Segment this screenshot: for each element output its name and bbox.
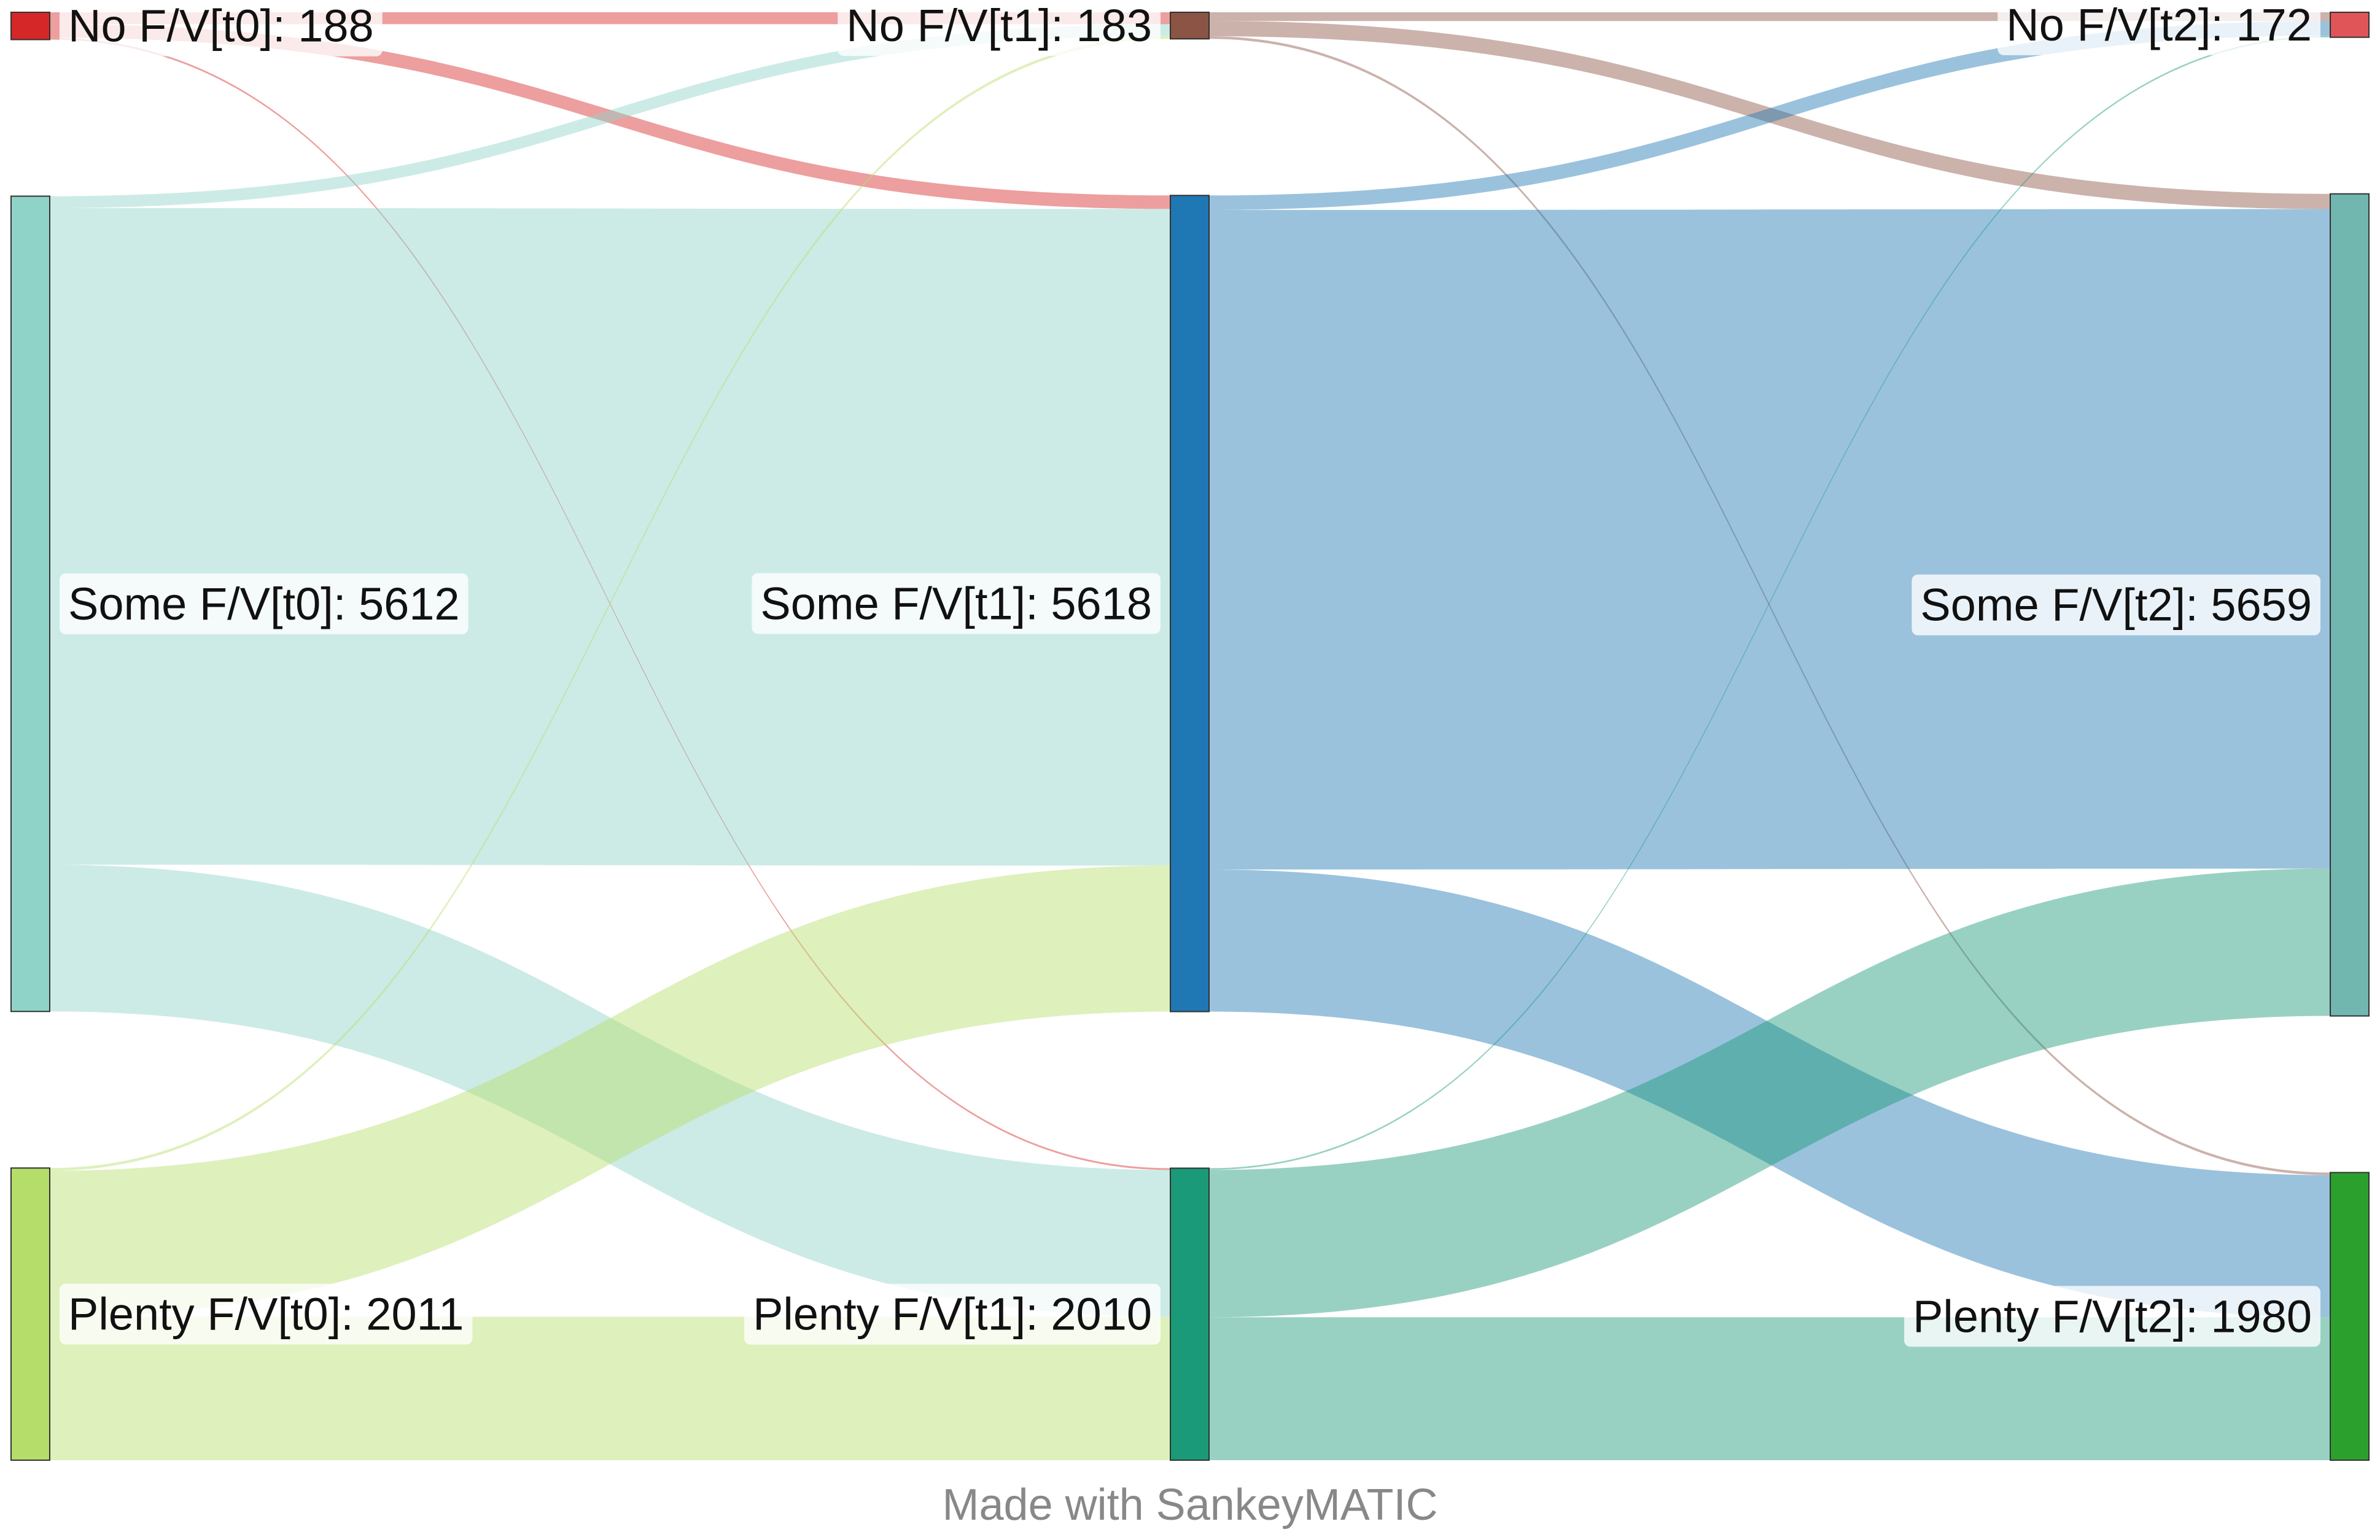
node-some_t2	[2330, 193, 2370, 1017]
node-label-no_t0: No F/V[t0]: 188	[60, 0, 383, 56]
node-label-plenty_t0: Plenty F/V[t0]: 2011	[60, 1283, 473, 1345]
link-no_t1-to-plenty_t2	[1209, 36, 2330, 1175]
node-label-background	[838, 0, 1161, 56]
labels-layer: No F/V[t0]: 188 Some F/V[t0]: 5612 Plenty …	[60, 0, 2320, 1347]
node-label-no_t2: No F/V[t2]: 172	[1997, 0, 2320, 55]
node-label-background	[1904, 1286, 2320, 1347]
node-plenty_t2	[2330, 1172, 2370, 1461]
node-label-text: Plenty F/V[t0]: 2011	[68, 1289, 464, 1340]
node-label-background	[60, 573, 469, 634]
node-label-text: Plenty F/V[t1]: 2010	[753, 1289, 1152, 1340]
link-some_t1-to-some_t2	[1209, 209, 2330, 870]
link-plenty_t0-to-no_t1	[50, 36, 1170, 1171]
nodes-layer	[10, 12, 2370, 1461]
node-label-text: Some F/V[t2]: 5659	[1920, 580, 2312, 631]
link-some_t1-to-no_t2	[1209, 21, 2330, 210]
link-plenty_t1-to-some_t2	[1209, 868, 2330, 1318]
node-label-some_t2: Some F/V[t2]: 5659	[1911, 574, 2320, 636]
link-plenty_t1-to-no_t2	[1209, 35, 2330, 1170]
node-no_t1	[1170, 12, 1210, 40]
node-label-background	[752, 573, 1161, 634]
credit-text: Made with SankeyMATIC	[943, 1480, 1438, 1530]
node-label-background	[1911, 574, 2320, 636]
node-label-plenty_t1: Plenty F/V[t1]: 2010	[744, 1283, 1161, 1345]
node-label-background	[744, 1283, 1161, 1345]
node-label-text: No F/V[t2]: 172	[2006, 0, 2312, 50]
node-label-no_t1: No F/V[t1]: 183	[838, 0, 1161, 56]
node-label-some_t1: Some F/V[t1]: 5618	[752, 573, 1161, 634]
node-label-background	[1997, 0, 2320, 55]
link-no_t0-to-plenty_t1	[50, 37, 1170, 1170]
node-label-plenty_t2: Plenty F/V[t2]: 1980	[1904, 1286, 2320, 1347]
link-some_t1-to-plenty_t2	[1209, 869, 2330, 1318]
node-no_t0	[10, 12, 50, 41]
link-plenty_t0-to-plenty_t1	[50, 1316, 1170, 1460]
node-label-some_t0: Some F/V[t0]: 5612	[60, 573, 469, 634]
node-plenty_t0	[10, 1167, 50, 1461]
link-some_t0-to-no_t1	[50, 24, 1170, 208]
node-label-text: Some F/V[t0]: 5612	[68, 578, 460, 629]
node-plenty_t1	[1170, 1167, 1210, 1461]
node-label-background	[60, 1283, 473, 1345]
link-no_t1-to-some_t2	[1209, 21, 2330, 209]
node-label-text: No F/V[t0]: 188	[68, 1, 374, 52]
link-plenty_t0-to-some_t1	[50, 865, 1170, 1317]
link-some_t0-to-some_t1	[50, 208, 1170, 866]
node-no_t2	[2330, 12, 2370, 38]
link-no_t0-to-some_t1	[50, 24, 1170, 209]
node-some_t0	[10, 195, 50, 1013]
node-label-text: Plenty F/V[t2]: 1980	[1913, 1291, 2312, 1342]
node-label-background	[60, 0, 383, 56]
node-label-text: Some F/V[t1]: 5618	[760, 578, 1152, 629]
node-label-text: No F/V[t1]: 183	[846, 0, 1152, 51]
link-plenty_t1-to-plenty_t2	[1209, 1317, 2330, 1460]
node-some_t1	[1170, 195, 1210, 1013]
link-some_t0-to-plenty_t1	[50, 865, 1170, 1317]
links-layer	[50, 12, 2330, 1460]
